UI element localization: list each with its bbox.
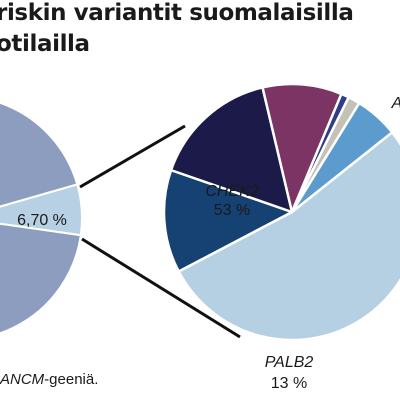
chek2-name-label: CHEK2 xyxy=(205,183,258,200)
large-pie-slice-3 xyxy=(261,82,343,214)
small-pie-value-label: 6,70 % xyxy=(17,212,67,229)
chart-title-line-2: otilailla xyxy=(0,31,90,57)
chek2-value-label: 53 % xyxy=(214,202,250,219)
cropped-slice-label: A xyxy=(391,95,400,112)
chart-title-line-1: riskin variantit suomalaisilla xyxy=(0,0,354,26)
chart-title: riskin variantit suomalaisilla otilailla xyxy=(0,0,354,60)
large-pie-slice-2 xyxy=(169,86,294,214)
palb2-value-label: 13 % xyxy=(271,375,307,392)
footnote-text: -geeniä. xyxy=(44,371,99,388)
connector-line-bottom xyxy=(81,237,241,339)
large-pie-slice-6 xyxy=(290,101,394,214)
small-pie-slice-1 xyxy=(0,101,82,335)
small-pie xyxy=(0,101,84,335)
footnote-gene-name: ANCM xyxy=(0,371,45,388)
connector-line-top xyxy=(79,124,186,189)
palb2-name-label: PALB2 xyxy=(265,354,314,371)
large-pie-slice-0 xyxy=(177,131,400,342)
connector-lines xyxy=(79,124,241,339)
large-pie xyxy=(162,82,400,342)
data-labels: 6,70 % CHEK2 53 % PALB2 13 % A xyxy=(17,95,400,392)
footnote: ANCM-geeniä. xyxy=(0,371,98,388)
large-pie-slice-1 xyxy=(162,168,294,273)
